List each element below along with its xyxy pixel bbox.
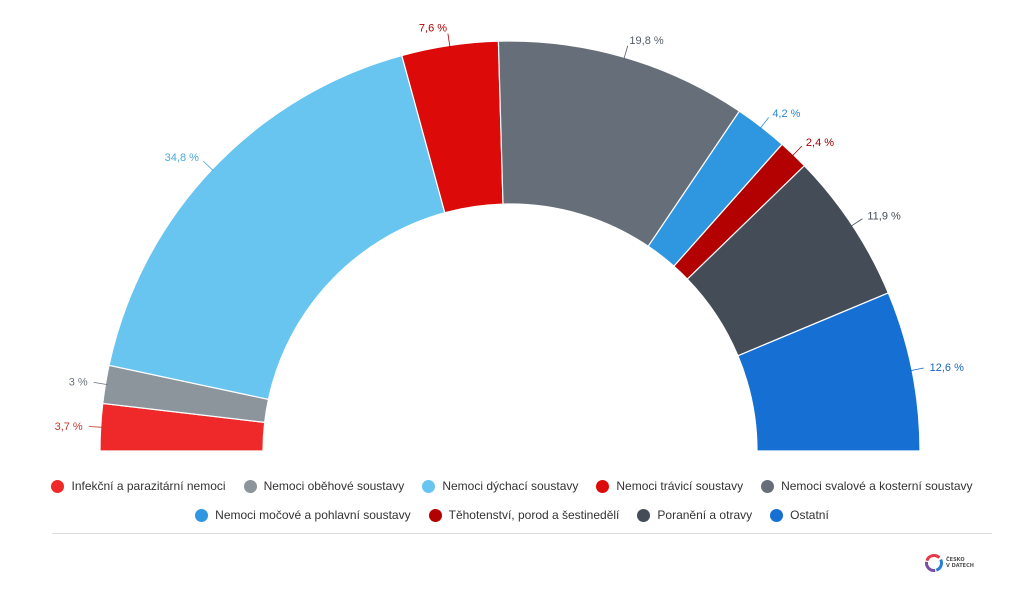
data-label-poraneni-a-otravy: 11,9 % [867, 210, 901, 222]
data-label-nemoci-mocove-a-pohlavni-soustavy: 4,2 % [772, 108, 800, 120]
connector-ostatni [909, 367, 924, 372]
connector-tehotenstvi-porod-a-sestinedeli [791, 145, 803, 157]
legend-marker [637, 508, 651, 522]
legend-row-2: Nemoci močové a pohlavní soustavy Těhoten… [0, 508, 1024, 522]
legend-label: Nemoci svalové a kosterní soustavy [781, 479, 973, 493]
legend-label: Ostatní [790, 508, 829, 522]
legend-marker [428, 508, 442, 522]
connector-nemoci-travici-soustavy [447, 33, 451, 48]
chart-data-labels: 3,7 % 3 % 34,8 % 7,6 % 19,8 % 4,2 % 2,4 % 11,9 … [55, 23, 965, 433]
legend-item-infekcni-a-parazitarni-nemoci[interactable]: Infekční a parazitární nemoci [51, 479, 226, 493]
legend-marker [51, 479, 65, 493]
slice-ostatni[interactable] [737, 292, 921, 452]
data-label-tehotenstvi-porod-a-sestinedeli: 2,4 % [806, 137, 834, 149]
data-label-nemoci-travici-soustavy: 7,6 % [419, 23, 447, 35]
data-label-infekcni-a-parazitarni-nemoci: 3,7 % [55, 421, 83, 433]
logo-ring-icon [925, 554, 943, 572]
data-label-nemoci-dychaci-soustavy: 34,8 % [165, 152, 199, 164]
legend-marker [422, 479, 436, 493]
legend-item-nemoci-obehove-soustavy[interactable]: Nemoci oběhové soustavy [243, 479, 405, 493]
connector-poraneni-a-otravy [850, 218, 863, 227]
legend-label: Poranění a otravy [657, 508, 753, 522]
legend-item-nemoci-svalove-a-kosterni-soustavy[interactable]: Nemoci svalové a kosterní soustavy [761, 479, 973, 493]
legend-marker [243, 479, 257, 493]
legend-label: Infekční a parazitární nemoci [71, 479, 226, 493]
divider [52, 533, 992, 534]
data-label-ostatni: 12,6 % [930, 362, 964, 374]
connector-nemoci-svalove-a-kosterni-soustavy [623, 45, 629, 60]
legend-label: Nemoci močové a pohlavní soustavy [215, 508, 411, 522]
legend-item-poraneni-a-otravy[interactable]: Poranění a otravy [637, 508, 752, 522]
slice-nemoci-dychaci-soustavy[interactable] [108, 54, 446, 401]
connector-nemoci-mocove-a-pohlavni-soustavy [759, 117, 769, 129]
data-label-nemoci-obehove-soustavy: 3 % [69, 376, 88, 388]
cesko-v-datech-logo[interactable]: ČESKO V DATECH [924, 553, 974, 573]
legend-item-nemoci-dychaci-soustavy[interactable]: Nemoci dýchací soustavy [422, 479, 578, 493]
logo-text: ČESKO V DATECH [946, 557, 974, 569]
legend-label: Těhotenství, porod a šestinedělí [448, 508, 620, 522]
legend-marker [770, 508, 784, 522]
connector-nemoci-dychaci-soustavy [203, 160, 214, 172]
connector-infekcni-a-parazitarni-nemoci [88, 426, 103, 428]
chart-slices [99, 40, 921, 452]
legend-item-tehotenstvi-porod-a-sestinedeli[interactable]: Těhotenství, porod a šestinedělí [428, 508, 620, 522]
legend-marker [195, 508, 209, 522]
legend-marker [596, 479, 610, 493]
legend-label: Nemoci dýchací soustavy [442, 479, 579, 493]
legend-label: Nemoci oběhové soustavy [263, 479, 405, 493]
legend-label: Nemoci trávicí soustavy [616, 479, 744, 493]
semicircle-donut-chart: 3,7 % 3 % 34,8 % 7,6 % 19,8 % 4,2 % 2,4 % 11,9 … [55, 23, 965, 452]
data-label-nemoci-svalove-a-kosterni-soustavy: 19,8 % [629, 35, 663, 47]
legend-row-1: Infekční a parazitární nemoci Nemoci oběh… [0, 479, 1024, 493]
legend-item-ostatni[interactable]: Ostatní [770, 508, 829, 522]
logo-line-1: ČESKO [946, 557, 965, 563]
legend-marker [761, 479, 775, 493]
logo-line-2: V DATECH [946, 563, 974, 569]
legend-item-nemoci-mocove-a-pohlavni-soustavy[interactable]: Nemoci močové a pohlavní soustavy [195, 508, 411, 522]
connector-nemoci-obehove-soustavy [93, 381, 108, 386]
legend-item-nemoci-travici-soustavy[interactable]: Nemoci trávicí soustavy [596, 479, 743, 493]
